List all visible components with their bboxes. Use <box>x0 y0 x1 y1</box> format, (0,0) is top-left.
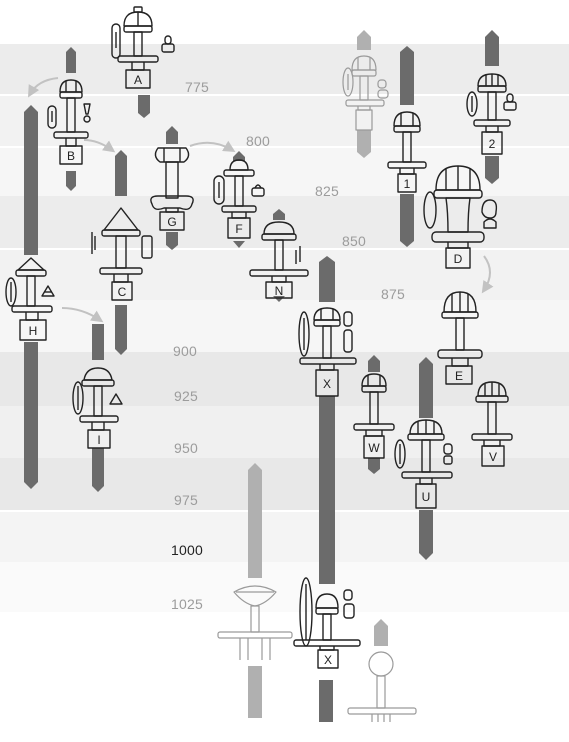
dating-bar <box>66 171 76 191</box>
sword-hilt-ghost-upper <box>342 55 389 131</box>
sword-hilt-h <box>5 257 55 341</box>
sword-hilt-ghost-lower-right <box>347 651 417 722</box>
type-label: E <box>455 369 463 383</box>
year-label: 875 <box>381 286 405 302</box>
sword-hilt-x-lower <box>293 577 361 669</box>
dating-bar-pale <box>248 463 262 578</box>
type-label: 1 <box>404 177 411 191</box>
year-label: 850 <box>342 233 366 249</box>
dating-bar <box>24 105 38 255</box>
type-label: F <box>235 222 242 236</box>
dating-bar <box>400 194 414 247</box>
evolution-arrow <box>83 139 116 153</box>
evolution-arrow <box>481 255 494 294</box>
evolution-arrow <box>61 307 104 323</box>
year-label: 775 <box>185 79 209 95</box>
sword-hilt-w <box>353 373 395 459</box>
type-label: A <box>134 73 142 87</box>
band <box>0 512 569 562</box>
dating-bar <box>24 342 38 489</box>
sword-hilt-u <box>394 419 453 509</box>
type-label: G <box>167 215 176 229</box>
type-label: 2 <box>489 137 496 151</box>
sword-hilt-ghost-lower-left <box>217 585 293 660</box>
dating-bar <box>115 150 127 196</box>
evolution-arrow <box>28 77 59 98</box>
sword-hilt-b <box>47 79 91 165</box>
dating-bar-pale <box>374 619 388 646</box>
sword-hilt-2 <box>466 73 517 155</box>
sword-hilt-x-upper <box>298 307 357 397</box>
dating-bar <box>319 256 335 302</box>
sword-hilt-g <box>150 147 194 231</box>
band <box>0 250 569 300</box>
year-label: 1000 <box>171 542 203 558</box>
type-label: X <box>323 377 331 391</box>
type-label: I <box>97 433 100 447</box>
dating-bar <box>115 305 127 355</box>
sword-hilt-v <box>471 381 513 467</box>
sword-hilt-d <box>423 165 498 269</box>
dating-bar <box>92 448 104 492</box>
dating-bar-pale <box>357 130 371 158</box>
dating-bar <box>419 357 433 418</box>
type-label: N <box>275 284 284 298</box>
evolution-arrow <box>189 140 236 153</box>
band <box>0 44 569 94</box>
dating-bar <box>273 209 285 220</box>
dating-bar <box>233 151 245 161</box>
dating-bar <box>319 680 333 722</box>
dating-bar <box>485 156 499 184</box>
dating-bar <box>166 126 178 144</box>
type-label: H <box>29 324 38 338</box>
dating-bar <box>368 458 380 474</box>
year-label: 975 <box>174 492 198 508</box>
type-label: D <box>454 252 463 266</box>
sword-hilt-a <box>111 6 175 89</box>
type-label: W <box>368 441 380 455</box>
type-label: X <box>324 653 332 667</box>
year-label: 825 <box>315 183 339 199</box>
dating-bar <box>66 47 76 73</box>
type-label: V <box>489 450 497 464</box>
sword-hilt-n <box>249 221 309 299</box>
sword-hilt-f <box>213 159 265 239</box>
dating-bar <box>138 95 150 118</box>
year-label: 800 <box>246 133 270 149</box>
type-label: U <box>422 490 431 504</box>
year-label: 925 <box>174 388 198 404</box>
band <box>0 562 569 612</box>
sword-hilt-i <box>72 367 123 449</box>
year-label: 900 <box>173 343 197 359</box>
dating-bar <box>485 30 499 66</box>
type-label: C <box>118 285 127 299</box>
dating-bar <box>368 355 380 372</box>
dating-bar <box>400 46 414 105</box>
dating-bar-pale <box>357 30 371 50</box>
sword-hilt-1 <box>387 111 427 193</box>
year-label: 1025 <box>171 596 203 612</box>
type-label: B <box>67 149 75 163</box>
dating-bar-pale <box>248 666 262 718</box>
dating-bar <box>419 510 433 560</box>
dating-bar <box>319 396 335 584</box>
sword-hilt-c <box>91 207 153 301</box>
dating-bar <box>233 241 245 248</box>
dating-bar <box>166 232 178 250</box>
dating-bar <box>92 324 104 360</box>
band <box>0 352 569 406</box>
year-label: 950 <box>174 440 198 456</box>
sword-hilt-e <box>437 291 483 385</box>
